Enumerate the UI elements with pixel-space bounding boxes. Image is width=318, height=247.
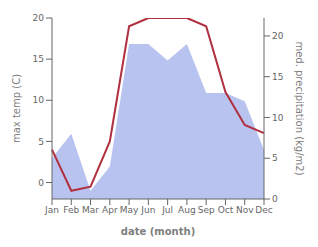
svg-text:Feb: Feb [63, 205, 79, 215]
svg-text:10: 10 [33, 95, 45, 105]
svg-text:5: 5 [38, 137, 44, 147]
svg-text:Jan: Jan [44, 205, 59, 215]
svg-text:Sep: Sep [198, 205, 215, 215]
svg-text:20: 20 [33, 13, 45, 23]
svg-text:5: 5 [272, 153, 278, 163]
svg-text:max temp (C): max temp (C) [11, 74, 22, 143]
svg-text:Oct: Oct [218, 205, 234, 215]
svg-text:15: 15 [272, 72, 283, 82]
svg-text:Aug: Aug [178, 205, 196, 215]
svg-text:10: 10 [272, 113, 284, 123]
svg-text:Jun: Jun [140, 205, 155, 215]
svg-text:15: 15 [33, 54, 44, 64]
svg-text:date (month): date (month) [121, 226, 195, 237]
svg-text:20: 20 [272, 31, 284, 41]
svg-text:Jul: Jul [161, 205, 173, 215]
svg-text:May: May [120, 205, 139, 215]
svg-text:0: 0 [38, 178, 44, 188]
svg-text:0: 0 [272, 194, 278, 204]
svg-text:med. precipitation (kg/m2): med. precipitation (kg/m2) [294, 41, 305, 175]
svg-text:Dec: Dec [255, 205, 272, 215]
svg-text:Apr: Apr [102, 205, 118, 215]
svg-text:Nov: Nov [236, 205, 254, 215]
svg-text:Mar: Mar [82, 205, 99, 215]
